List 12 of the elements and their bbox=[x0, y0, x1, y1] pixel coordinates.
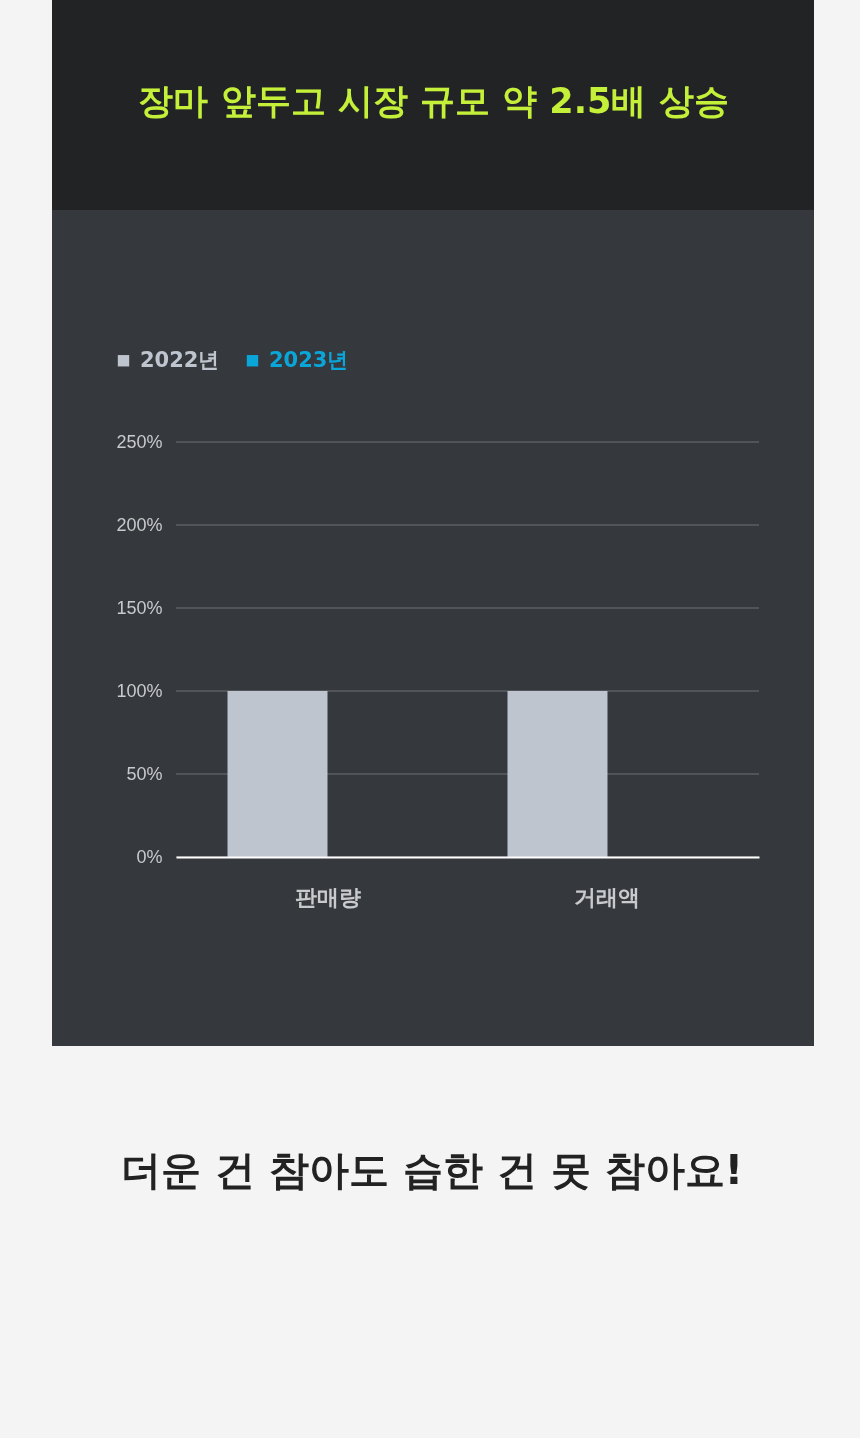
y-tick-label: 150% bbox=[116, 597, 163, 618]
y-tick-label: 0% bbox=[136, 846, 163, 867]
y-tick-label: 50% bbox=[126, 763, 163, 784]
chart-title: 장마 앞두고 시장 규모 약 2.5배 상승 bbox=[138, 81, 729, 121]
x-tick-label: 거래액 bbox=[574, 884, 641, 910]
text: 더운 건 참아도 습한 건 못 참아요! bbox=[121, 1147, 743, 1193]
y-tick-label: 200% bbox=[116, 514, 163, 535]
legend-label: 2023년 bbox=[269, 347, 349, 372]
legend-label: 2022년 bbox=[140, 347, 220, 372]
x-tick-label: 판매량 bbox=[294, 884, 361, 910]
y-tick-label: 250% bbox=[116, 431, 163, 452]
y-tick-label: 100% bbox=[116, 680, 163, 701]
